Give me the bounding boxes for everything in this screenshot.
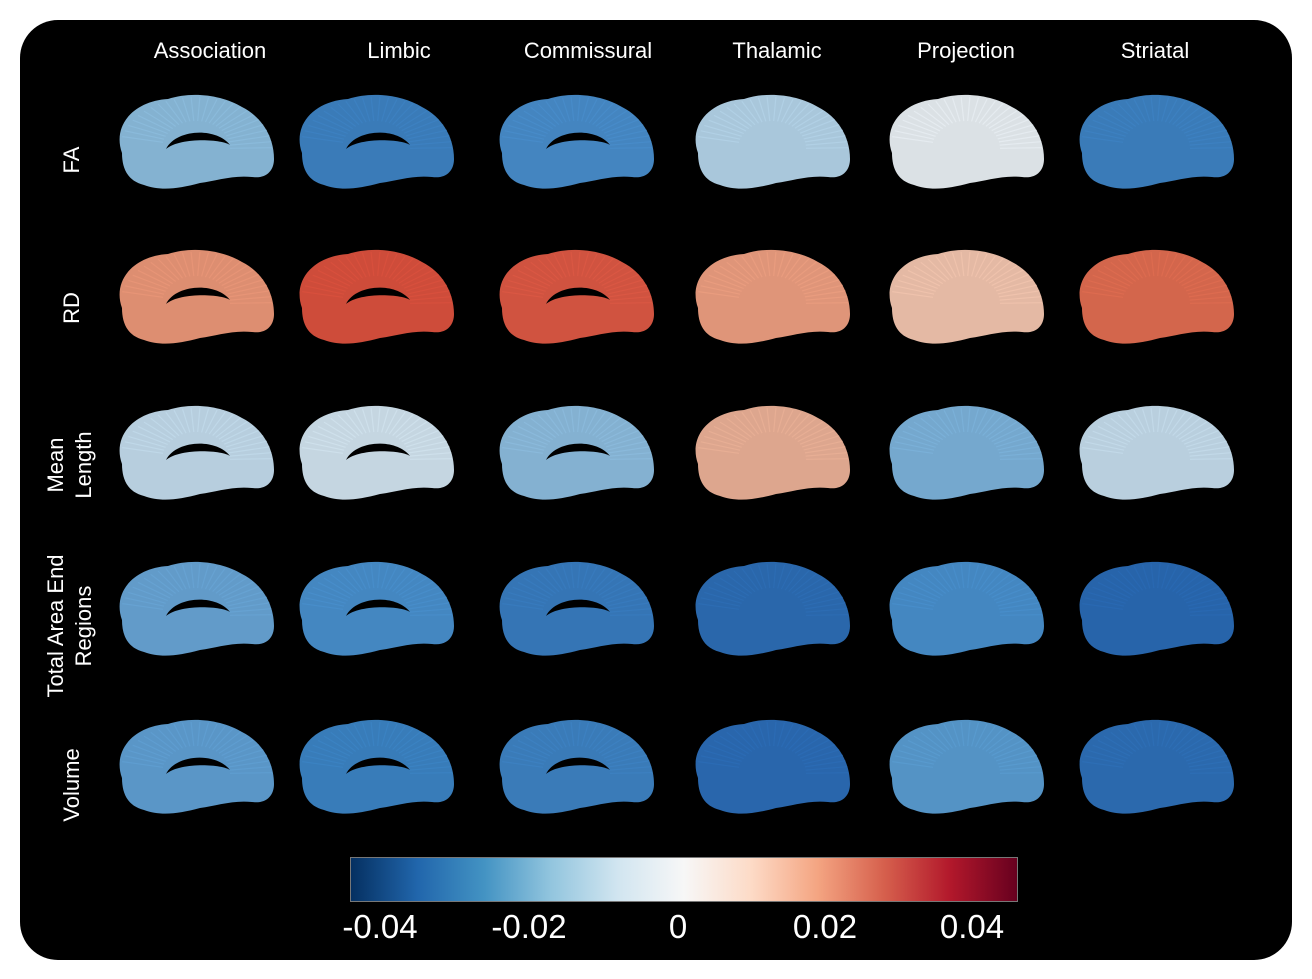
colorbar-tick-label: -0.02 xyxy=(491,908,567,945)
tract-fa-projection xyxy=(889,94,1044,189)
tract-fa-thalamic xyxy=(695,94,850,189)
tract-rd-commissural xyxy=(499,249,654,344)
tract-total-area-end-regions-limbic xyxy=(299,561,454,656)
tract-mean-length-limbic xyxy=(299,405,454,500)
tract-volume-projection xyxy=(889,719,1044,814)
tract-volume-thalamic xyxy=(695,719,850,814)
tract-rd-thalamic xyxy=(695,249,850,344)
colorbar xyxy=(350,857,1018,902)
tract-volume-association xyxy=(119,719,274,814)
tract-rd-projection xyxy=(889,249,1044,344)
tract-total-area-end-regions-projection xyxy=(889,561,1044,656)
column-label-thalamic: Thalamic xyxy=(732,38,822,63)
colorbar-tick-label: 0.04 xyxy=(939,908,1005,945)
column-label-projection: Projection xyxy=(917,38,1015,63)
colorbar-tick-label: -0.04 xyxy=(342,908,418,945)
tract-mean-length-striatal xyxy=(1079,405,1234,500)
tract-fa-commissural xyxy=(499,94,654,189)
tract-total-area-end-regions-association xyxy=(119,561,274,656)
column-label-striatal: Striatal xyxy=(1120,38,1190,63)
tract-rd-association xyxy=(119,249,274,344)
tract-mean-length-commissural xyxy=(499,405,654,500)
tract-fa-association xyxy=(119,94,274,189)
column-label-association: Association xyxy=(153,38,267,63)
tract-volume-striatal xyxy=(1079,719,1234,814)
tract-total-area-end-regions-striatal xyxy=(1079,561,1234,656)
column-label-commissural: Commissural xyxy=(523,38,653,63)
tract-fa-striatal xyxy=(1079,94,1234,189)
tract-mean-length-association xyxy=(119,405,274,500)
colorbar-tick-label: 0 xyxy=(668,908,688,945)
tract-total-area-end-regions-commissural xyxy=(499,561,654,656)
tract-volume-commissural xyxy=(499,719,654,814)
tract-fa-limbic xyxy=(299,94,454,189)
tract-rd-limbic xyxy=(299,249,454,344)
tract-rd-striatal xyxy=(1079,249,1234,344)
column-label-limbic: Limbic xyxy=(367,38,431,63)
tract-mean-length-projection xyxy=(889,405,1044,500)
tract-mean-length-thalamic xyxy=(695,405,850,500)
tract-volume-limbic xyxy=(299,719,454,814)
colorbar-tick-label: 0.02 xyxy=(792,908,858,945)
tract-total-area-end-regions-thalamic xyxy=(695,561,850,656)
